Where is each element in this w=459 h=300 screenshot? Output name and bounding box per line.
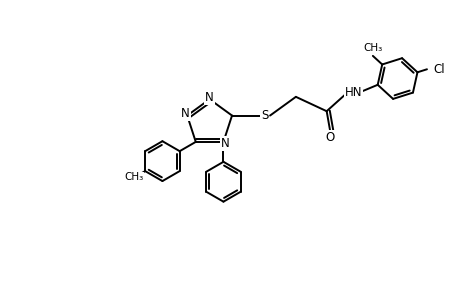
Text: N: N [221,137,230,150]
Text: O: O [325,131,334,144]
Text: N: N [205,91,213,104]
Text: CH₃: CH₃ [363,43,382,53]
Text: N: N [181,107,190,120]
Text: Cl: Cl [433,63,444,76]
Text: HN: HN [344,86,361,99]
Text: CH₃: CH₃ [124,172,144,182]
Text: S: S [260,109,268,122]
